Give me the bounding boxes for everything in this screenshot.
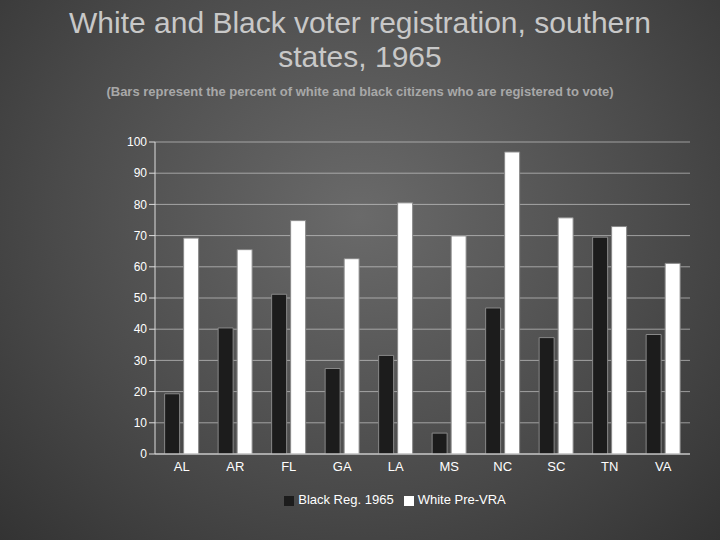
svg-text:TN: TN: [601, 459, 618, 474]
svg-text:60: 60: [134, 260, 148, 274]
svg-text:FL: FL: [281, 459, 296, 474]
html-text:White and Black voter registra: White and Black voter registration, sout…: [69, 6, 651, 73]
svg-text:10: 10: [134, 416, 148, 430]
svg-text:80: 80: [134, 198, 148, 212]
svg-text:0: 0: [140, 447, 147, 461]
svg-text:MS: MS: [440, 459, 460, 474]
svg-text:NC: NC: [493, 459, 512, 474]
svg-text:GA: GA: [333, 459, 352, 474]
svg-text:LA: LA: [388, 459, 404, 474]
html-text:Black Reg. 1965: Black Reg. 1965: [298, 492, 394, 507]
svg-text:100: 100: [127, 135, 147, 149]
svg-text:AL: AL: [174, 459, 190, 474]
html-text:(Bars represent the percent of: (Bars represent the percent of white and…: [106, 84, 614, 99]
svg-text:40: 40: [134, 322, 148, 336]
svg-text:AR: AR: [226, 459, 244, 474]
html-text:White Pre-VRA: White Pre-VRA: [417, 492, 506, 507]
svg-text:20: 20: [134, 385, 148, 399]
svg-text:SC: SC: [547, 459, 565, 474]
svg-text:30: 30: [134, 354, 148, 368]
svg-text:90: 90: [134, 166, 148, 180]
svg-text:50: 50: [134, 291, 148, 305]
svg-text:70: 70: [134, 229, 148, 243]
svg-text:VA: VA: [655, 459, 672, 474]
